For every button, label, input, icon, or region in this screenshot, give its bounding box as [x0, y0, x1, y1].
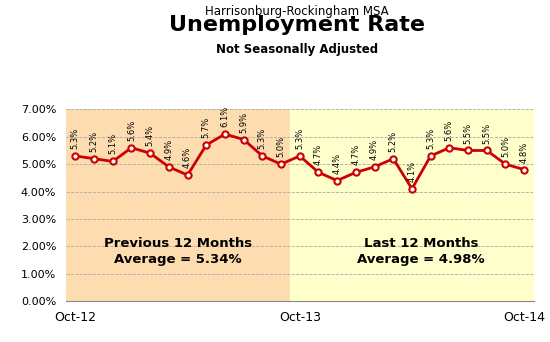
Text: 5.3%: 5.3%: [71, 128, 80, 149]
Text: Not Seasonally Adjusted: Not Seasonally Adjusted: [216, 43, 378, 56]
Text: Average = 4.98%: Average = 4.98%: [358, 253, 485, 266]
Text: 5.6%: 5.6%: [445, 120, 454, 141]
Text: Previous 12 Months: Previous 12 Months: [104, 237, 252, 250]
Text: 4.6%: 4.6%: [183, 147, 192, 168]
Text: 5.3%: 5.3%: [426, 128, 435, 149]
Text: 5.3%: 5.3%: [258, 128, 267, 149]
Text: 4.8%: 4.8%: [520, 142, 529, 163]
Text: 4.4%: 4.4%: [333, 153, 342, 174]
Text: 5.3%: 5.3%: [295, 128, 304, 149]
Text: Unemployment Rate: Unemployment Rate: [169, 15, 425, 35]
Bar: [66, 109, 290, 301]
Text: 5.1%: 5.1%: [108, 133, 117, 155]
Text: 5.2%: 5.2%: [90, 131, 98, 152]
Text: 5.7%: 5.7%: [202, 117, 211, 138]
Text: Harrisonburg-Rockingham MSA: Harrisonburg-Rockingham MSA: [205, 5, 389, 18]
Text: 4.7%: 4.7%: [314, 144, 323, 166]
Text: 5.0%: 5.0%: [501, 136, 510, 157]
Text: 4.9%: 4.9%: [370, 139, 379, 160]
Text: Average = 5.34%: Average = 5.34%: [114, 253, 242, 266]
Text: 5.9%: 5.9%: [239, 111, 248, 133]
Text: 5.0%: 5.0%: [277, 136, 285, 157]
Text: 5.5%: 5.5%: [464, 122, 472, 144]
Text: 5.5%: 5.5%: [482, 122, 491, 144]
Text: 4.9%: 4.9%: [164, 139, 173, 160]
Text: 4.7%: 4.7%: [351, 144, 360, 166]
Text: 5.4%: 5.4%: [146, 125, 155, 146]
Text: Last 12 Months: Last 12 Months: [364, 237, 478, 250]
Text: 4.1%: 4.1%: [408, 161, 416, 182]
Text: 6.1%: 6.1%: [221, 106, 229, 127]
Text: 5.2%: 5.2%: [389, 131, 398, 152]
Text: 5.6%: 5.6%: [127, 120, 136, 141]
Bar: [290, 109, 534, 301]
